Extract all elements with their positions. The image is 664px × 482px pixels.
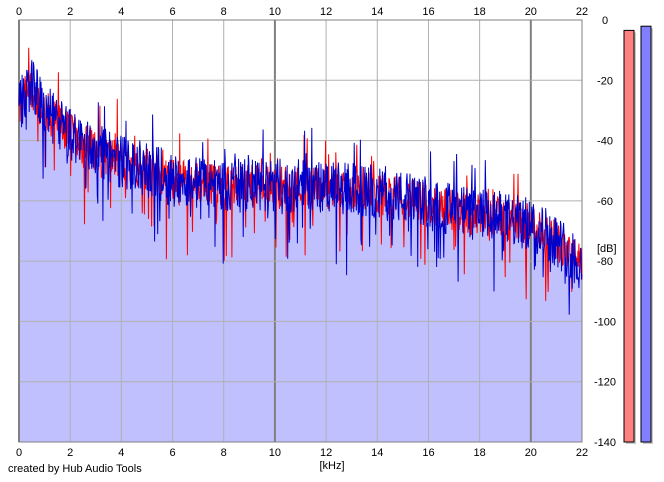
x-tick-label-bottom: 18	[474, 447, 486, 459]
credit-text: created by Hub Audio Tools	[8, 463, 142, 475]
x-tick-label-bottom: 8	[221, 447, 227, 459]
x-tick-label-bottom: 10	[269, 447, 281, 459]
y-tick-label: -140	[594, 437, 616, 449]
plot-border	[18, 19, 583, 443]
x-tick-label-top: 16	[422, 6, 434, 18]
x-tick-label-top: 22	[576, 6, 588, 18]
series-line-blue	[18, 60, 583, 315]
x-tick-labels-top: 0 2 4 6 8 10 12 14 16 18 20 22	[16, 6, 588, 18]
x-tick-label-top: 10	[269, 6, 281, 18]
y-axis-label: [dB]	[597, 243, 617, 255]
x-tick-label-top: 18	[474, 6, 486, 18]
y-tick-label: -60	[597, 196, 613, 208]
y-tick-label: 0	[602, 15, 608, 27]
spectrum-fill	[19, 47, 582, 443]
x-tick-labels-bottom: 0 2 4 6 8 10 12 14 16 18 20 22	[16, 447, 588, 459]
spectrum-area	[19, 47, 582, 443]
series-lines	[18, 47, 583, 315]
x-axis-label: [kHz]	[319, 460, 344, 472]
x-tick-label-top: 14	[371, 6, 383, 18]
x-tick-label-bottom: 20	[525, 447, 537, 459]
level-meter-right	[640, 25, 652, 443]
y-tick-label: -20	[597, 75, 613, 87]
x-tick-label-top: 0	[16, 6, 22, 18]
x-tick-label-top: 8	[221, 6, 227, 18]
x-tick-label-bottom: 0	[16, 447, 22, 459]
level-meters	[623, 25, 653, 445]
y-tick-label: -100	[594, 316, 616, 328]
y-tick-label: -40	[597, 136, 613, 148]
x-tick-label-top: 6	[169, 6, 175, 18]
x-tick-label-top: 20	[525, 6, 537, 18]
x-tick-label-bottom: 22	[576, 447, 588, 459]
y-tick-label: -80	[597, 256, 613, 268]
x-tick-label-bottom: 4	[118, 447, 124, 459]
x-tick-label-bottom: 2	[67, 447, 73, 459]
y-tick-labels: 0 -20 -40 -60 -80 -100 -120 -140	[594, 15, 616, 449]
x-tick-label-top: 2	[67, 6, 73, 18]
y-tick-label: -120	[594, 377, 616, 389]
x-tick-label-bottom: 14	[371, 447, 383, 459]
x-tick-label-bottom: 6	[169, 447, 175, 459]
x-tick-label-bottom: 12	[320, 447, 332, 459]
x-tick-label-bottom: 16	[422, 447, 434, 459]
x-tick-label-top: 4	[118, 6, 124, 18]
level-meter-left	[623, 29, 635, 443]
x-tick-label-top: 12	[320, 6, 332, 18]
